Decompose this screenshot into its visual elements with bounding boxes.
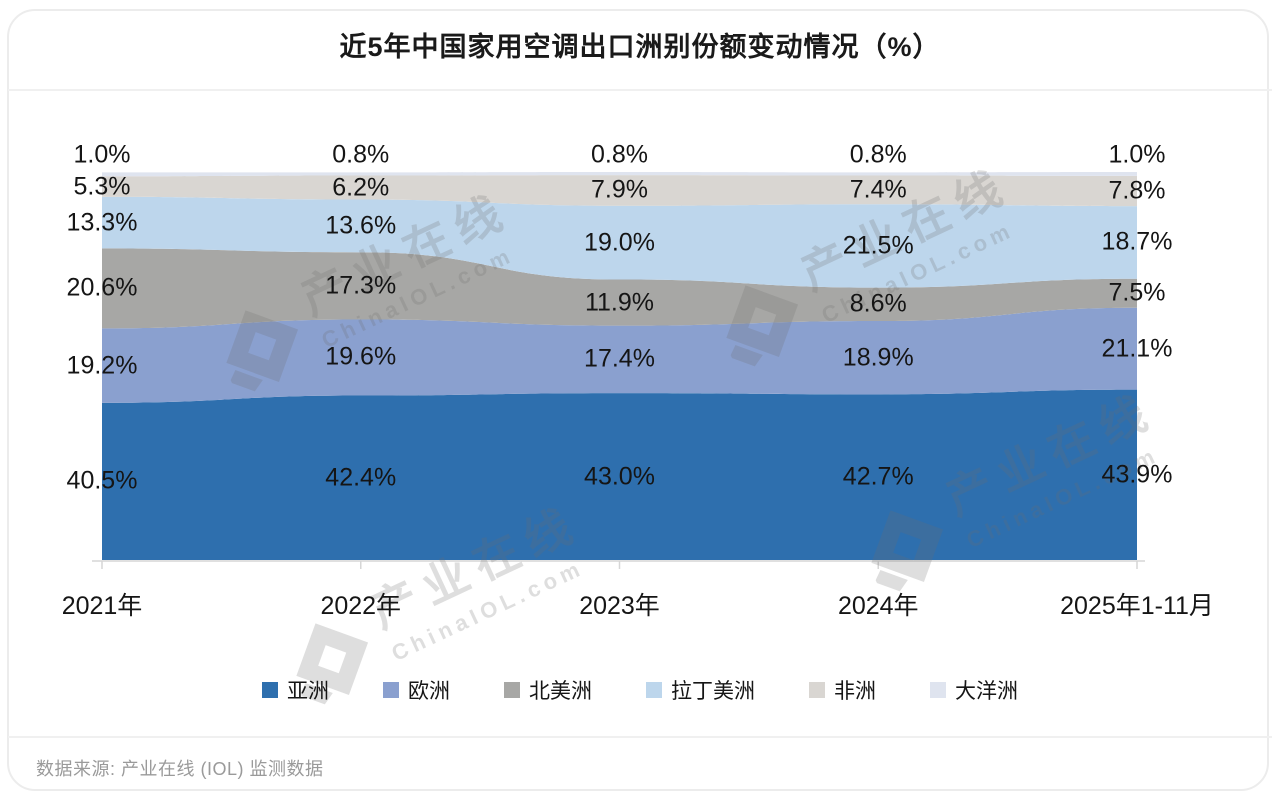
legend-swatch-icon bbox=[383, 682, 399, 698]
title-divider bbox=[8, 89, 1272, 91]
legend-item-北美洲: 北美洲 bbox=[504, 675, 592, 705]
footer-divider bbox=[8, 736, 1272, 738]
legend-item-亚洲: 亚洲 bbox=[262, 675, 329, 705]
area-band-3 bbox=[102, 248, 1137, 329]
legend-label: 亚洲 bbox=[287, 680, 329, 703]
legend-swatch-icon bbox=[809, 682, 825, 698]
area-band-4 bbox=[102, 196, 1137, 288]
data-source: 数据来源: 产业在线 (IOL) 监测数据 bbox=[36, 759, 324, 779]
legend-item-欧洲: 欧洲 bbox=[383, 675, 450, 705]
area-band-6 bbox=[102, 172, 1137, 177]
area-band-1 bbox=[102, 389, 1137, 560]
legend-swatch-icon bbox=[646, 682, 662, 698]
legend-label: 拉丁美洲 bbox=[671, 680, 755, 703]
legend-swatch-icon bbox=[504, 682, 520, 698]
legend-swatch-icon bbox=[262, 682, 278, 698]
legend-item-非洲: 非洲 bbox=[809, 675, 876, 705]
legend-label: 大洋洲 bbox=[955, 680, 1018, 703]
legend-item-拉丁美洲: 拉丁美洲 bbox=[646, 675, 755, 705]
legend-label: 北美洲 bbox=[529, 680, 592, 703]
chart-title: 近5年中国家用空调出口洲别份额变动情况（%） bbox=[339, 31, 941, 62]
card-footer: 数据来源: 产业在线 (IOL) 监测数据 bbox=[36, 748, 324, 788]
legend-item-大洋洲: 大洋洲 bbox=[930, 675, 1018, 705]
legend-label: 欧洲 bbox=[408, 680, 450, 703]
area-band-2 bbox=[102, 307, 1137, 403]
area-band-5 bbox=[102, 175, 1137, 207]
legend-label: 非洲 bbox=[834, 680, 876, 703]
legend-swatch-icon bbox=[930, 682, 946, 698]
legend: 亚洲 欧洲 北美洲 拉丁美洲 非洲 大洋洲 bbox=[0, 672, 1280, 708]
